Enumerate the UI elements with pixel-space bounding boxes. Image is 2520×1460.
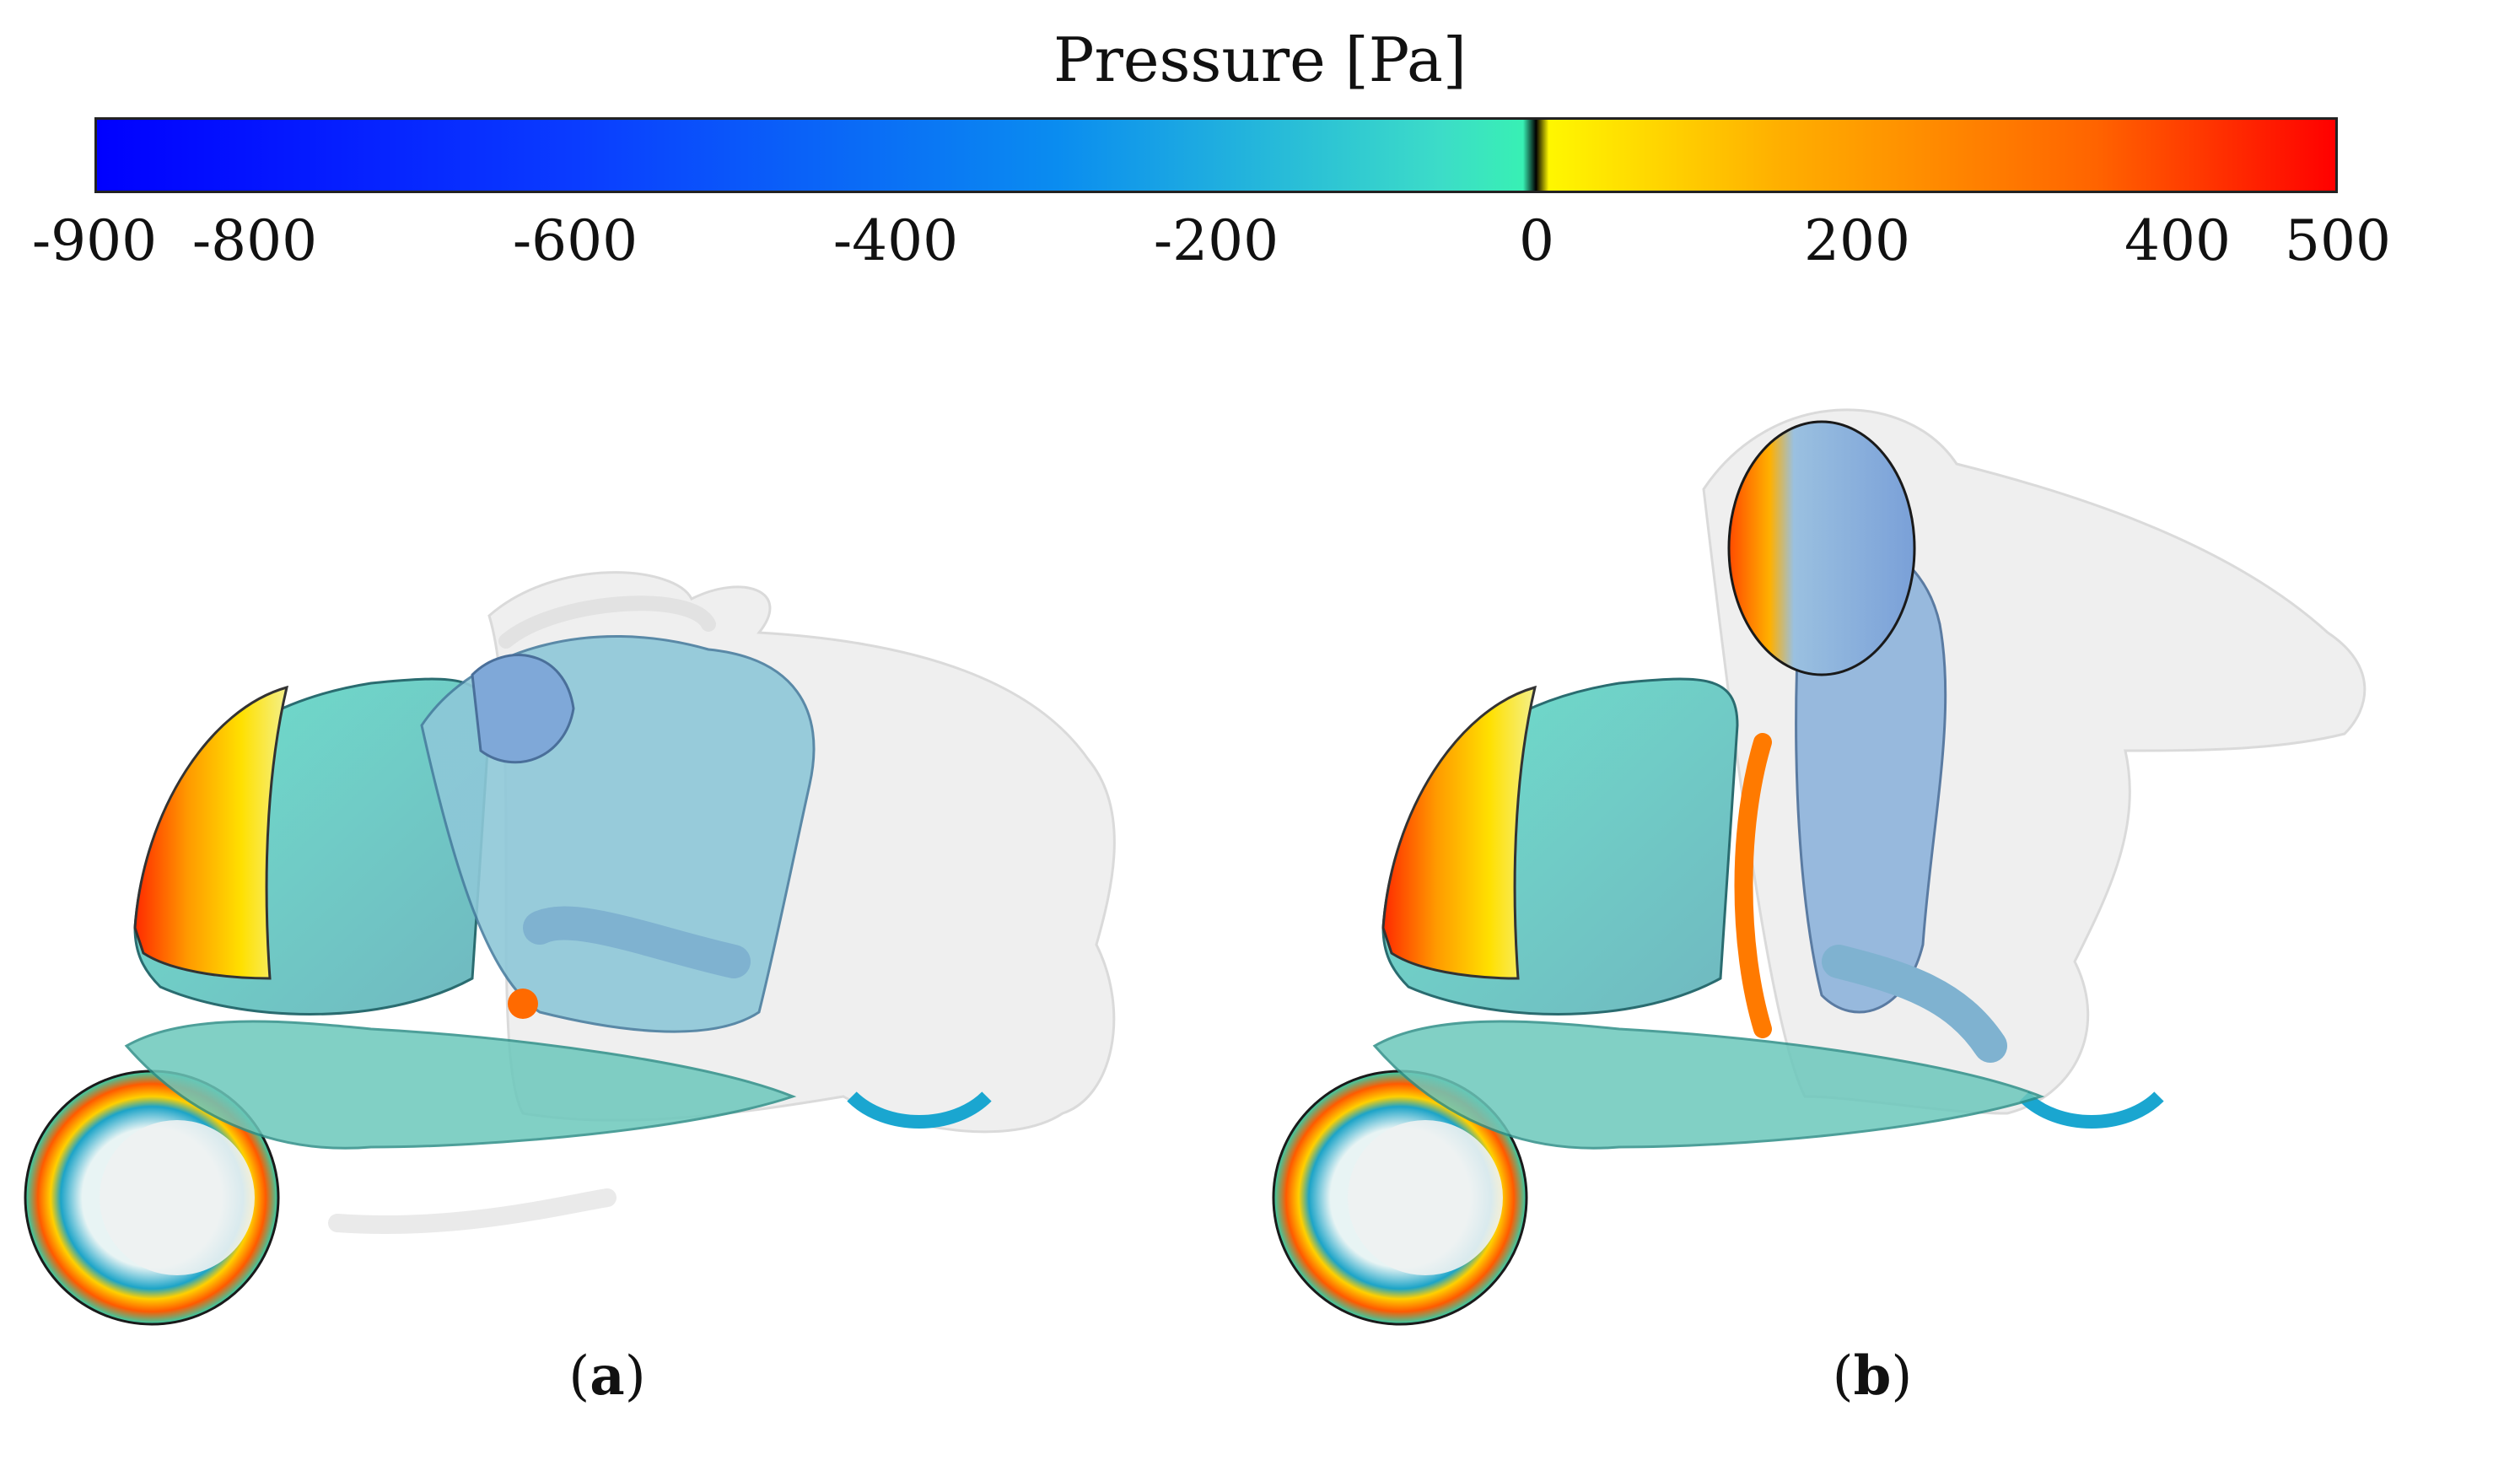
rider-torso xyxy=(420,635,816,1033)
panel-a-motorcycle-render xyxy=(24,571,1116,1326)
colorbar-tick-label: -400 xyxy=(832,208,959,273)
panel-a-caption: (a) xyxy=(568,1344,646,1408)
colorbar-tick-label: 0 xyxy=(1519,208,1554,273)
colorbar-tick-label: -800 xyxy=(191,208,318,273)
colorbar-tick-label: -900 xyxy=(31,208,158,273)
front-wheel xyxy=(1272,1069,1528,1326)
rider-helmet xyxy=(1727,420,1916,676)
colorbar-tick-label: 200 xyxy=(1804,208,1910,273)
fairing-body xyxy=(124,677,797,1150)
colorbar-tick-label: 500 xyxy=(2285,208,2391,273)
pressure-colorbar xyxy=(94,117,2338,193)
colorbar-title: Pressure [Pa] xyxy=(1053,24,1467,95)
front-wheel xyxy=(24,1069,280,1326)
colorbar-tick-label: -200 xyxy=(1153,208,1279,273)
colorbar-tick-label: -600 xyxy=(512,208,638,273)
fairing-body xyxy=(1372,677,2045,1150)
rear-wheel xyxy=(847,1091,992,1129)
panel-b-motorcycle-render xyxy=(1272,408,2367,1326)
colorbar-fill xyxy=(97,120,2335,191)
colorbar-tick-label: 400 xyxy=(2124,208,2231,273)
panel-b-caption: (b) xyxy=(1832,1344,1913,1408)
rear-wheel xyxy=(2019,1091,2164,1129)
